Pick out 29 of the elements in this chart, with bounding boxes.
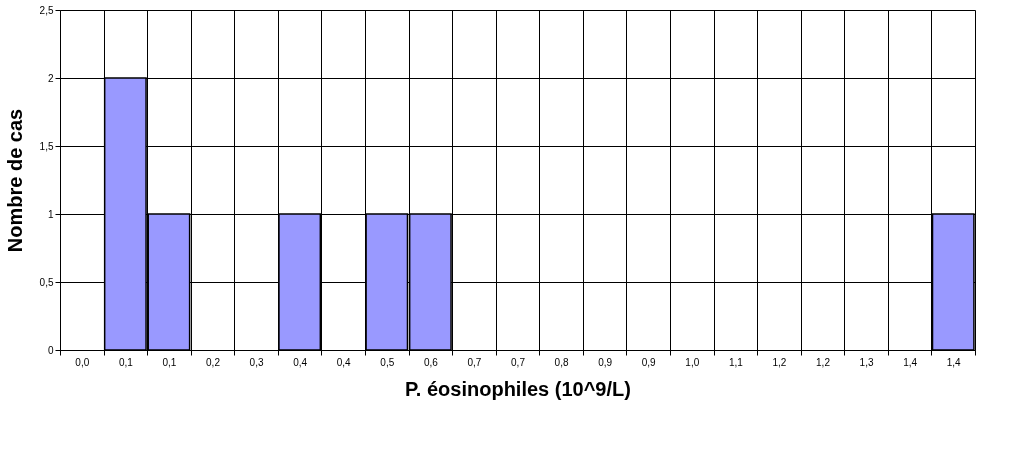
x-tick-label: 1,0 [685,356,700,368]
x-tick-label: 1,4 [946,356,962,368]
x-tick-label: 0,4 [293,356,308,368]
x-tick-label: 1,1 [728,356,744,368]
x-tick-label: 0,3 [249,356,264,368]
x-tick-label: 0,5 [380,356,395,368]
x-tick-label: 1,2 [772,356,787,368]
x-tick-label: 0,0 [75,356,90,368]
x-tick-label: 0,9 [641,356,657,368]
y-axis-title: Nombre de cas [3,108,26,253]
x-axis-title: P. éosinophiles (10^9/L) [405,377,631,400]
y-tick-label: 0,5 [39,276,54,288]
x-tick-label: 0,1 [162,356,177,368]
x-tick-label: 0,7 [467,356,482,368]
x-tick-label: 0,8 [554,356,569,368]
y-tick-label: 2,5 [39,4,54,16]
x-tick-label: 0,2 [206,356,221,368]
y-tick-label: 0 [47,344,54,356]
x-tick-label: 0,9 [598,356,613,368]
x-tick-label: 0,1 [118,356,134,368]
x-tick-label: 0,7 [511,356,526,368]
y-tick-label: 2 [47,72,54,84]
y-tick-label: 1,5 [39,140,54,152]
x-tick-label: 1,3 [859,356,874,368]
x-tick-label: 1,4 [903,356,918,368]
x-tick-label: 0,6 [423,356,439,368]
y-tick-label: 1 [47,208,54,220]
x-tick-label: 0,4 [336,356,352,368]
x-tick-label: 1,2 [816,356,831,368]
